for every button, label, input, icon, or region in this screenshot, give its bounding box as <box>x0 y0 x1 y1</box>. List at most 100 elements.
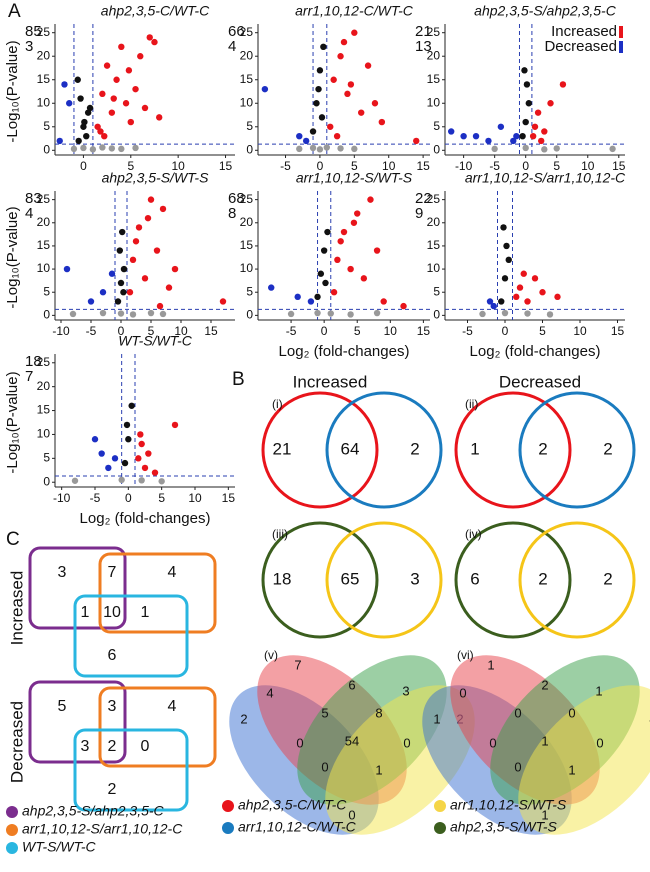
point <box>135 224 143 231</box>
set-box <box>73 728 189 812</box>
point <box>334 256 341 264</box>
y-tick-label: 15 <box>37 72 51 86</box>
venn-ellipse <box>518 685 650 835</box>
venn-count: 6 <box>348 677 355 692</box>
y-tick-label: 5 <box>43 284 50 298</box>
point <box>351 29 358 36</box>
count-label: 22 <box>415 190 432 207</box>
y-tick-label: 0 <box>43 308 50 322</box>
venn-count: 0 <box>321 759 328 774</box>
legend-swatch <box>222 822 234 834</box>
point <box>500 224 507 231</box>
point <box>56 137 63 145</box>
point <box>120 289 127 296</box>
point <box>367 196 374 203</box>
point <box>541 146 548 153</box>
venn-count: 1 <box>541 733 548 748</box>
point <box>138 440 145 448</box>
chart-title: arr1,10,12-S/arr1,10,12-C <box>465 170 626 186</box>
set-count: 7 <box>108 564 117 581</box>
x-tick-label: 15 <box>219 159 233 173</box>
x-tick-label: 10 <box>382 159 396 173</box>
y-tick-label: 5 <box>246 284 253 298</box>
point <box>317 270 325 277</box>
point <box>129 311 137 318</box>
venn-circle <box>325 391 443 509</box>
set-count: 1 <box>141 604 150 621</box>
x-tick-label: 10 <box>384 324 398 338</box>
count-label: 21 <box>415 23 432 40</box>
venn-label: (v) <box>264 648 278 662</box>
y-tick-label: 25 <box>240 192 254 206</box>
legend-swatch <box>6 824 18 836</box>
point <box>171 265 179 273</box>
set-box <box>28 546 127 630</box>
venn-count: 2 <box>538 439 547 458</box>
point <box>554 293 561 301</box>
venn-count: 1 <box>541 807 548 822</box>
set-count: 3 <box>58 564 67 581</box>
chart-title: ahp2,3,5-C/WT-C <box>101 3 210 19</box>
venn-count: 0 <box>568 705 575 720</box>
venn-count: 1 <box>433 711 440 726</box>
point <box>547 100 554 107</box>
set-count: 10 <box>103 604 121 621</box>
x-tick-label: 10 <box>581 159 595 173</box>
point <box>337 53 344 60</box>
x-tick-label: 5 <box>158 491 165 505</box>
x-tick-label: 5 <box>539 324 546 338</box>
count-label: 4 <box>25 205 33 222</box>
point <box>360 275 368 282</box>
point <box>296 145 303 153</box>
y-tick-label: 5 <box>43 119 50 133</box>
point <box>111 455 119 462</box>
venn-heading: Decreased <box>499 372 581 391</box>
point <box>138 477 145 484</box>
point <box>364 62 372 69</box>
legend-label: ahp2,3,5-S/WT-S <box>450 819 558 835</box>
chart-title: WT-S/WT-C <box>118 333 193 349</box>
y-axis-label: -Log₁₀(P-value) <box>4 371 21 473</box>
point <box>103 62 111 69</box>
legend-label: ahp2,3,5-S/ahp2,3,5-C <box>22 803 165 819</box>
venn-count: 2 <box>538 569 547 588</box>
point <box>74 76 81 83</box>
point <box>559 81 567 88</box>
point <box>94 123 101 130</box>
y-tick-label: 20 <box>240 48 254 62</box>
venn-count: 0 <box>459 685 466 700</box>
point <box>118 43 125 51</box>
venn-count: 3 <box>402 683 409 698</box>
point <box>315 85 322 93</box>
point <box>99 90 106 98</box>
venn-count: 3 <box>410 569 419 588</box>
point <box>314 309 321 317</box>
point <box>108 270 116 277</box>
point <box>460 132 467 140</box>
point <box>380 298 387 305</box>
venn-circle <box>518 391 636 509</box>
point <box>63 265 71 273</box>
count-label: 3 <box>25 38 33 55</box>
y-tick-label: 20 <box>240 215 254 229</box>
point <box>523 81 531 88</box>
y-tick-label: 25 <box>37 192 51 206</box>
point <box>147 309 155 317</box>
point <box>347 311 354 318</box>
venn-count: 0 <box>403 735 410 750</box>
point <box>351 145 358 153</box>
legend-swatch <box>434 800 446 812</box>
point <box>472 132 480 140</box>
y-tick-label: 10 <box>37 95 51 109</box>
x-tick-label: -10 <box>455 159 473 173</box>
y-tick-label: 15 <box>240 72 254 86</box>
y-tick-label: 25 <box>427 192 441 206</box>
x-tick-label: 15 <box>204 324 218 338</box>
venn-count: 0 <box>489 735 496 750</box>
venn-count: 1 <box>568 762 575 777</box>
set-count: 3 <box>81 738 90 755</box>
point <box>485 137 492 145</box>
point <box>378 118 386 126</box>
point <box>505 256 512 264</box>
set-count: 4 <box>168 564 177 581</box>
